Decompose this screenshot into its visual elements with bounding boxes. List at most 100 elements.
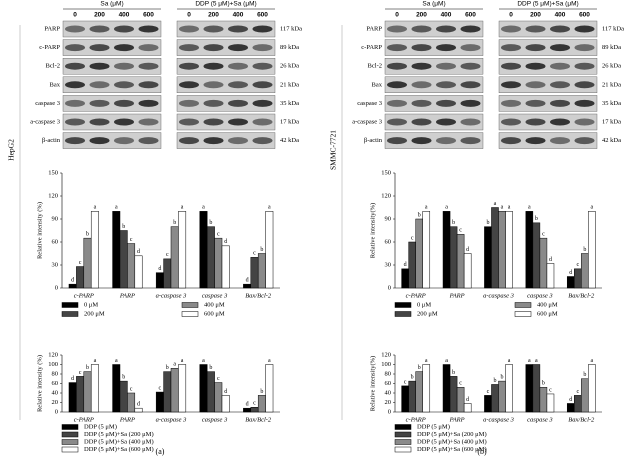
bar (588, 364, 596, 413)
significance-letter: b (418, 365, 421, 371)
band (574, 99, 595, 107)
lane-label: 600 (257, 12, 268, 19)
lane-label: 200 (94, 12, 105, 19)
bar (456, 234, 465, 289)
legend-swatch (61, 302, 79, 308)
y-tick-label: 120 (381, 351, 391, 358)
blot-background (62, 76, 162, 94)
legend-label: 0 μM (417, 301, 431, 308)
band (460, 137, 481, 145)
blot-background (384, 113, 484, 131)
significance-letter: c (459, 381, 462, 387)
band (138, 81, 159, 89)
band (138, 99, 159, 107)
bar (199, 364, 208, 413)
blot-background (384, 132, 484, 149)
y-tick-label: 60 (385, 380, 392, 387)
protein-size: 17 kDa (602, 118, 621, 125)
band (501, 62, 521, 70)
legend-label: 600 μM (204, 310, 225, 317)
significance-letter: b (411, 375, 414, 381)
band (574, 118, 595, 126)
band (501, 25, 521, 33)
band (228, 44, 248, 52)
legend-label: DDP (5 μM)+Sa (600 μM) (84, 446, 154, 453)
bar (199, 211, 208, 289)
protein-size: 26 kDa (280, 63, 299, 70)
y-axis-label: Relative intensity(%) (369, 203, 376, 258)
y-tick-label: 40 (385, 389, 392, 396)
lane-label: 0 (395, 12, 399, 19)
band (65, 62, 85, 70)
band (89, 44, 110, 52)
band (179, 137, 199, 145)
significance-letter: a (508, 205, 511, 211)
legend-label: 400 μM (204, 301, 225, 308)
band (460, 25, 481, 33)
bar (442, 211, 451, 289)
band (436, 81, 456, 89)
significance-letter: d (246, 278, 249, 284)
significance-letter: b (452, 370, 455, 376)
significance-letter: c (79, 370, 82, 376)
band (436, 25, 456, 33)
significance-letter: d (137, 249, 140, 255)
band (203, 99, 224, 107)
band (252, 44, 273, 52)
x-tick-label: PARP (119, 416, 135, 423)
x-tick-label: a-caspase 3 (156, 292, 188, 299)
y-tick-label: 0 (55, 284, 58, 291)
blot-background (62, 39, 162, 56)
x-tick-label: Bax/Bcl-2 (568, 292, 595, 299)
bar (532, 222, 541, 289)
legend-swatch (514, 302, 532, 308)
legend-label: DDP (5 μM)+Sa (200 μM) (84, 431, 154, 438)
bar (449, 226, 458, 289)
bar (581, 253, 589, 289)
band (550, 81, 570, 89)
significance-letter: b (452, 220, 455, 226)
band (114, 81, 134, 89)
legend-label: DDP (5 μM) (84, 423, 117, 430)
band (501, 118, 521, 126)
cell-line: HepG2 (7, 139, 16, 161)
significance-letter: a (528, 205, 531, 211)
bar (76, 266, 85, 289)
significance-letter: c (576, 262, 579, 268)
y-tick-label: 90 (52, 215, 59, 222)
x-tick-label: c-PARP (406, 416, 426, 423)
legend-swatch (394, 446, 412, 453)
band (89, 137, 110, 145)
band (525, 81, 546, 89)
bar (170, 226, 179, 289)
band (203, 62, 224, 70)
significance-letter: a (445, 358, 448, 364)
band (574, 137, 595, 145)
bar (588, 211, 596, 289)
x-tick-label: a-caspase 3 (483, 292, 515, 299)
y-axis-label: Relative intensity (%) (36, 202, 43, 259)
bar (155, 391, 164, 413)
band (252, 25, 273, 33)
blot-background (384, 20, 484, 38)
band (179, 62, 199, 70)
protein-name: Bax (50, 81, 61, 88)
group-label: Sa (μM) (100, 1, 123, 8)
significance-letter: a (173, 362, 176, 368)
legend-label: DDP (5 μM)+Sa (200 μM) (417, 431, 487, 438)
band (387, 137, 407, 145)
protein-name: c-PARP (39, 44, 60, 51)
significance-letter: c (130, 237, 133, 243)
significance-letter: c (217, 232, 220, 238)
blot-background (498, 76, 598, 94)
bar (206, 226, 215, 289)
bar (415, 218, 423, 289)
bar (449, 376, 458, 413)
significance-letter: c (459, 228, 462, 234)
blot-background (384, 58, 484, 75)
legend-label: 200 μM (417, 310, 438, 317)
protein-name: a-caspase 3 (30, 118, 60, 125)
group-label: Sa (μM) (422, 1, 445, 8)
protein-name: caspase 3 (35, 100, 60, 107)
band (460, 62, 481, 70)
